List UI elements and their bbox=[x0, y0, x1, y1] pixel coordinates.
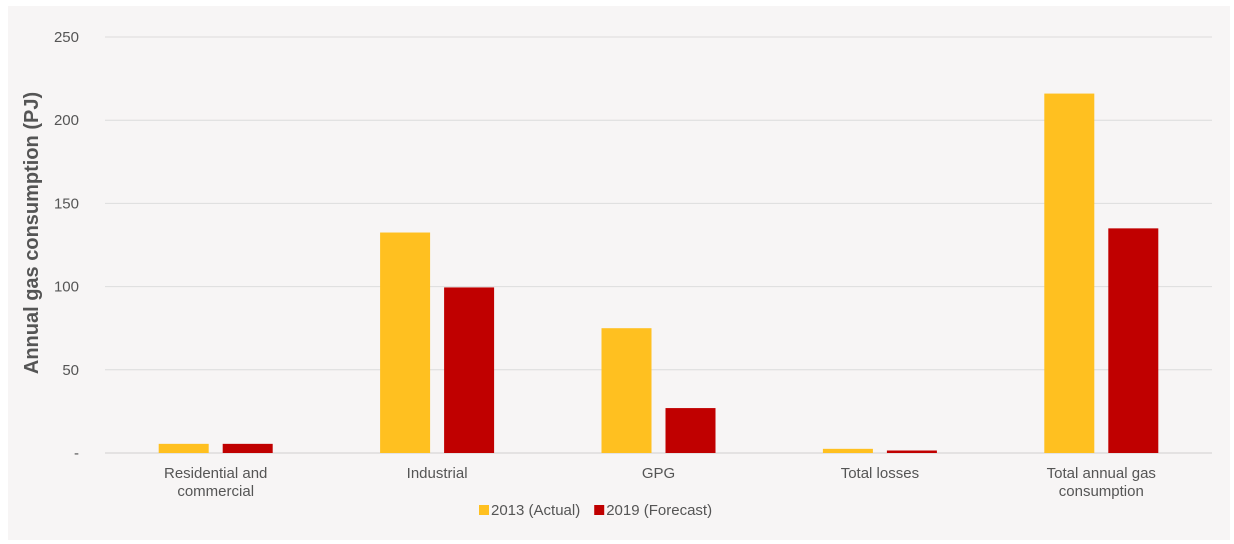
bars bbox=[158, 93, 1159, 454]
bar bbox=[601, 328, 652, 453]
y-tick-label: 50 bbox=[62, 362, 79, 379]
bar bbox=[222, 443, 273, 453]
x-tick-label: Industrial bbox=[407, 465, 468, 482]
x-tick-label: Total losses bbox=[841, 465, 919, 482]
x-tick-label: GPG bbox=[642, 465, 675, 482]
y-axis-title: Annual gas consumption (PJ) bbox=[21, 92, 43, 374]
gridlines bbox=[105, 36, 1212, 454]
x-tick-label: Residential and bbox=[164, 465, 267, 482]
y-tick-label: - bbox=[74, 445, 79, 462]
legend-label: 2013 (Actual) bbox=[491, 502, 580, 519]
bar bbox=[380, 232, 431, 453]
legend-swatch bbox=[479, 505, 489, 515]
y-tick-label: 100 bbox=[54, 279, 79, 296]
legend-item: 2013 (Actual) bbox=[479, 502, 580, 519]
x-tick-label: commercial bbox=[177, 483, 254, 500]
legend: 2013 (Actual) 2019 (Forecast) bbox=[479, 502, 712, 519]
bar bbox=[665, 408, 716, 453]
legend-item: 2019 (Forecast) bbox=[594, 502, 712, 519]
bar bbox=[444, 287, 495, 453]
y-tick-label: 150 bbox=[54, 195, 79, 212]
legend-label: 2019 (Forecast) bbox=[606, 502, 712, 519]
y-tick-label: 250 bbox=[54, 29, 79, 46]
chart-panel: - 50 100 150 200 250 Residential and commercial… bbox=[8, 6, 1230, 540]
bar bbox=[886, 450, 937, 453]
bar bbox=[1044, 93, 1095, 454]
bar bbox=[158, 443, 209, 453]
y-tick-label: 200 bbox=[54, 112, 79, 129]
bar bbox=[1108, 228, 1159, 453]
x-tick-label: Total annual gas bbox=[1047, 465, 1156, 482]
axis-labels: - 50 100 150 200 250 Residential andcommercial… bbox=[54, 29, 1156, 500]
legend-swatch bbox=[594, 505, 605, 515]
x-tick-label: consumption bbox=[1059, 483, 1144, 500]
bar-chart: - 50 100 150 200 250 Residential andcommercial… bbox=[21, 29, 1212, 519]
bar bbox=[822, 448, 873, 453]
